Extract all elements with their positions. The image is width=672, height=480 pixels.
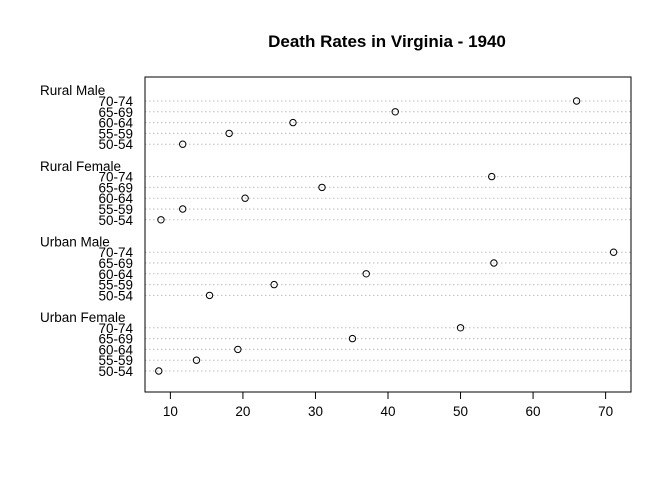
- category-label: 65-69: [98, 332, 133, 347]
- group-label: Urban Female: [40, 310, 126, 325]
- data-point: [234, 345, 242, 354]
- x-tick-label: 20: [235, 404, 250, 419]
- group-label: Rural Male: [40, 83, 105, 98]
- category-label: 55-59: [98, 353, 133, 368]
- category-label: 50-54: [98, 288, 133, 303]
- x-tick-label: 30: [308, 404, 323, 419]
- category-label: 60-64: [98, 342, 133, 357]
- chart-title: Death Rates in Virginia - 1940: [268, 32, 506, 51]
- category-label: 50-54: [98, 213, 133, 228]
- category-label: 65-69: [98, 256, 133, 271]
- data-point: [490, 259, 498, 267]
- data-point: [205, 291, 214, 300]
- category-label: 70-74: [98, 94, 133, 109]
- x-axis: 10 20 30 40 50 60 70: [163, 391, 613, 419]
- data-point: [157, 216, 165, 224]
- category-label: 50-54: [98, 364, 133, 379]
- category-label: 55-59: [98, 126, 133, 141]
- x-tick-label: 10: [163, 404, 178, 419]
- data-point: [270, 280, 278, 289]
- category-label: 70-74: [98, 321, 133, 336]
- category-label: 60-64: [98, 116, 133, 131]
- category-label: 50-54: [98, 137, 133, 152]
- data-point: [391, 108, 399, 116]
- category-label: 60-64: [98, 267, 133, 282]
- category-label: 55-59: [98, 202, 133, 217]
- category-label: 55-59: [98, 278, 133, 293]
- category-label: 70-74: [98, 170, 133, 185]
- data-point: [609, 248, 618, 256]
- group-label: Urban Male: [40, 234, 110, 249]
- x-tick-label: 40: [380, 404, 395, 419]
- data-points: [155, 97, 618, 375]
- group-label: Rural Female: [40, 159, 121, 174]
- data-point: [225, 129, 233, 138]
- x-tick-label: 70: [598, 404, 613, 419]
- data-point: [192, 356, 201, 364]
- data-point: [456, 324, 465, 332]
- x-tick-label: 50: [453, 404, 468, 419]
- data-point: [348, 334, 357, 343]
- category-label: 65-69: [98, 105, 133, 120]
- plot-frame: [144, 76, 632, 393]
- data-point: [572, 97, 581, 105]
- x-tick-label: 60: [526, 404, 541, 419]
- data-point: [289, 118, 297, 127]
- data-point: [362, 270, 370, 278]
- category-label: 65-69: [98, 180, 133, 195]
- data-point: [155, 367, 163, 375]
- data-point: [241, 194, 249, 202]
- data-point: [488, 172, 496, 181]
- data-point: [318, 183, 326, 192]
- category-label: 70-74: [98, 245, 133, 260]
- data-point: [179, 140, 187, 148]
- data-point: [179, 205, 187, 213]
- grid-lines: [145, 100, 631, 372]
- category-label: 60-64: [98, 191, 133, 206]
